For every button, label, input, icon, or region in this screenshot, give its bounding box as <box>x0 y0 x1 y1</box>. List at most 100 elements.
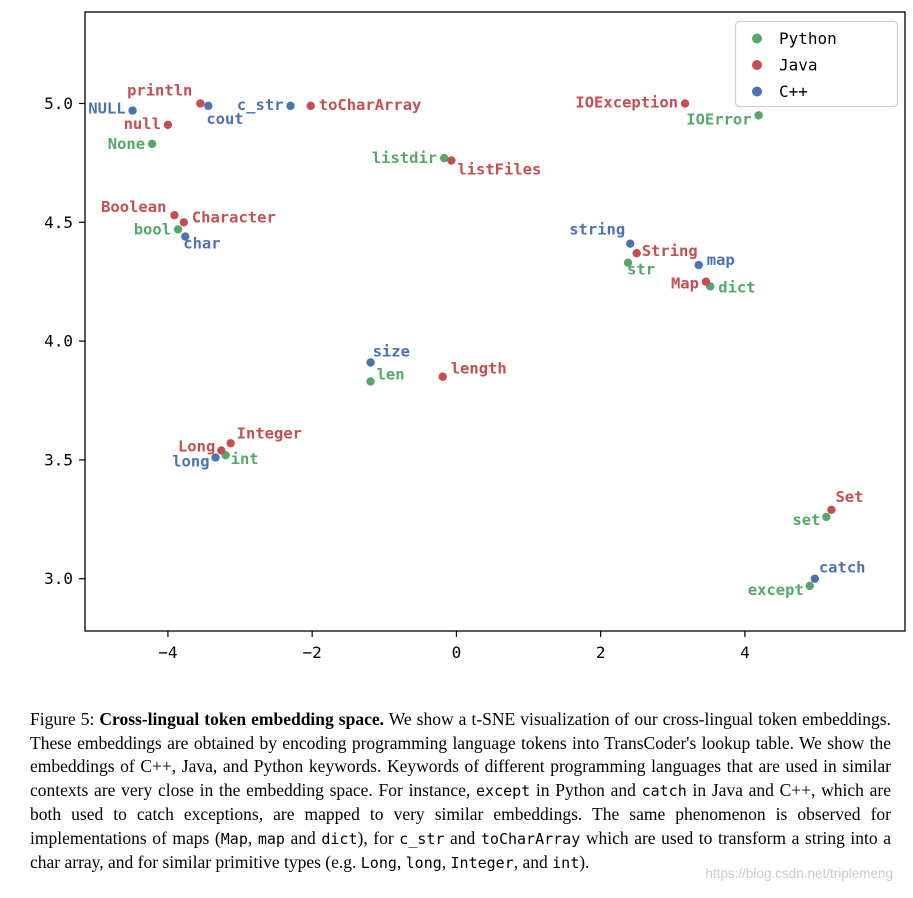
caption-segment: Integer <box>450 854 514 872</box>
caption-segment: , <box>247 827 258 848</box>
scatter-point-Character <box>179 218 189 227</box>
scatter-point-null <box>163 120 173 130</box>
point-label-except: except <box>748 581 804 599</box>
point-label-catch: catch <box>819 559 866 577</box>
scatter-point-str <box>623 258 633 267</box>
point-label-string: string <box>569 221 625 239</box>
y-tick-label: 5.0 <box>44 94 73 113</box>
figure-caption: Figure 5: Cross-lingual token embedding … <box>30 708 891 876</box>
caption-segment: long <box>405 854 442 872</box>
scatter-point-String <box>632 248 641 258</box>
point-label-Integer: Integer <box>237 424 302 442</box>
point-label-bool: bool <box>134 220 171 238</box>
scatter-point-bool <box>173 225 183 234</box>
point-label-null: null <box>124 115 161 133</box>
caption-segment: , <box>441 852 451 872</box>
scatter-point-long <box>211 453 220 462</box>
caption-segment: Cross-lingual token embedding space. <box>99 709 385 729</box>
point-label-IOError: IOError <box>686 110 751 128</box>
x-tick-label: −2 <box>303 643 322 662</box>
caption-segment: toCharArray <box>480 829 581 848</box>
point-label-length: length <box>451 360 507 378</box>
plot-border <box>84 11 906 632</box>
scatter-point-set <box>822 512 831 522</box>
scatter-point-println <box>196 99 205 108</box>
point-label-int: int <box>231 450 259 468</box>
scatter-point-string <box>626 239 635 248</box>
point-label-String: String <box>642 242 698 260</box>
point-label-NULL: NULL <box>88 100 125 118</box>
caption-segment: int <box>552 854 580 872</box>
point-label-c_str: c_str <box>237 96 284 114</box>
caption-segment: dict <box>321 829 358 848</box>
point-label-Map: Map <box>671 275 699 293</box>
caption-segment: , and <box>513 852 553 872</box>
point-label-long: long <box>172 453 209 471</box>
caption-segment: Figure 5: <box>30 709 100 729</box>
scatter-point-cout <box>204 101 213 111</box>
point-label-listdir: listdir <box>372 149 437 167</box>
scatter-plot: −4 −2 0 2 4 3.0 3.5 4.0 4.5 5.0 Python Java C++ None b… <box>44 11 906 662</box>
y-tick-label: 3.5 <box>44 450 73 469</box>
caption-segment: c_str <box>399 829 445 848</box>
caption-segment: We show a t-SNE visualization of our cro… <box>30 709 891 800</box>
x-tick-label: 2 <box>596 643 606 662</box>
caption-segment: which are used to transform a string int… <box>30 827 892 873</box>
scatter-point-IOError <box>754 111 763 120</box>
scatter-point-map <box>694 260 703 270</box>
y-tick-label: 3.0 <box>44 569 73 588</box>
caption-segment: and <box>284 827 322 848</box>
scatter-point-Set <box>827 505 836 515</box>
legend-label-Python: Python <box>779 29 837 48</box>
x-tick-label: 0 <box>452 643 462 662</box>
y-tick-label: 4.5 <box>44 213 73 232</box>
scatter-point-toCharArray <box>306 101 315 111</box>
scatter-point-listdir <box>439 153 449 163</box>
caption-segment: except <box>476 781 531 800</box>
scatter-point-except <box>805 581 815 591</box>
legend-marker-Java <box>752 60 762 70</box>
scatter-point-Long <box>217 446 226 455</box>
caption-segment: Map <box>220 829 248 848</box>
scatter-point-Integer <box>226 439 235 448</box>
scatter-point-length <box>438 372 447 381</box>
point-label-char: char <box>183 235 220 253</box>
caption-segment: ). <box>579 852 590 872</box>
point-label-IOException: IOException <box>575 93 678 111</box>
scatter-point-Boolean <box>170 210 179 220</box>
caption-segment: in Python and <box>530 779 642 800</box>
legend-label-C++: C++ <box>779 82 808 101</box>
legend-marker-Python <box>752 33 762 44</box>
point-label-Character: Character <box>192 208 276 226</box>
point-label-cout: cout <box>206 110 243 128</box>
point-label-dict: dict <box>718 278 755 296</box>
scatter-point-c_str <box>286 101 295 111</box>
point-label-set: set <box>792 511 820 529</box>
scatter-point-None <box>147 139 157 149</box>
caption-segment: in Java and C++, which are both used to … <box>30 779 891 848</box>
point-label-map: map <box>707 251 735 269</box>
scatter-point-len <box>366 377 375 386</box>
point-label-len: len <box>377 365 405 383</box>
scatter-point-IOException <box>680 99 690 108</box>
scatter-point-Map <box>701 277 711 286</box>
point-label-Long: Long <box>178 437 215 455</box>
caption-segment: and <box>444 827 481 848</box>
x-tick-label: −4 <box>158 643 177 662</box>
watermark: https://blog.csdn.net/triplemeng <box>705 866 893 881</box>
scatter-point-catch <box>810 574 820 583</box>
point-label-size: size <box>373 342 410 360</box>
legend-box <box>734 20 899 108</box>
legend-label-Java: Java <box>779 56 818 75</box>
scatter-point-char <box>181 232 190 241</box>
caption-segment: , <box>396 852 406 872</box>
point-label-str: str <box>627 261 655 279</box>
point-label-listFiles: listFiles <box>457 161 541 179</box>
caption-segment: ), for <box>357 827 400 848</box>
point-label-Set: Set <box>835 488 863 506</box>
point-label-None: None <box>108 135 145 153</box>
x-tick-label: 4 <box>740 643 750 662</box>
caption-segment: catch <box>641 781 687 800</box>
point-label-println: println <box>127 81 192 99</box>
